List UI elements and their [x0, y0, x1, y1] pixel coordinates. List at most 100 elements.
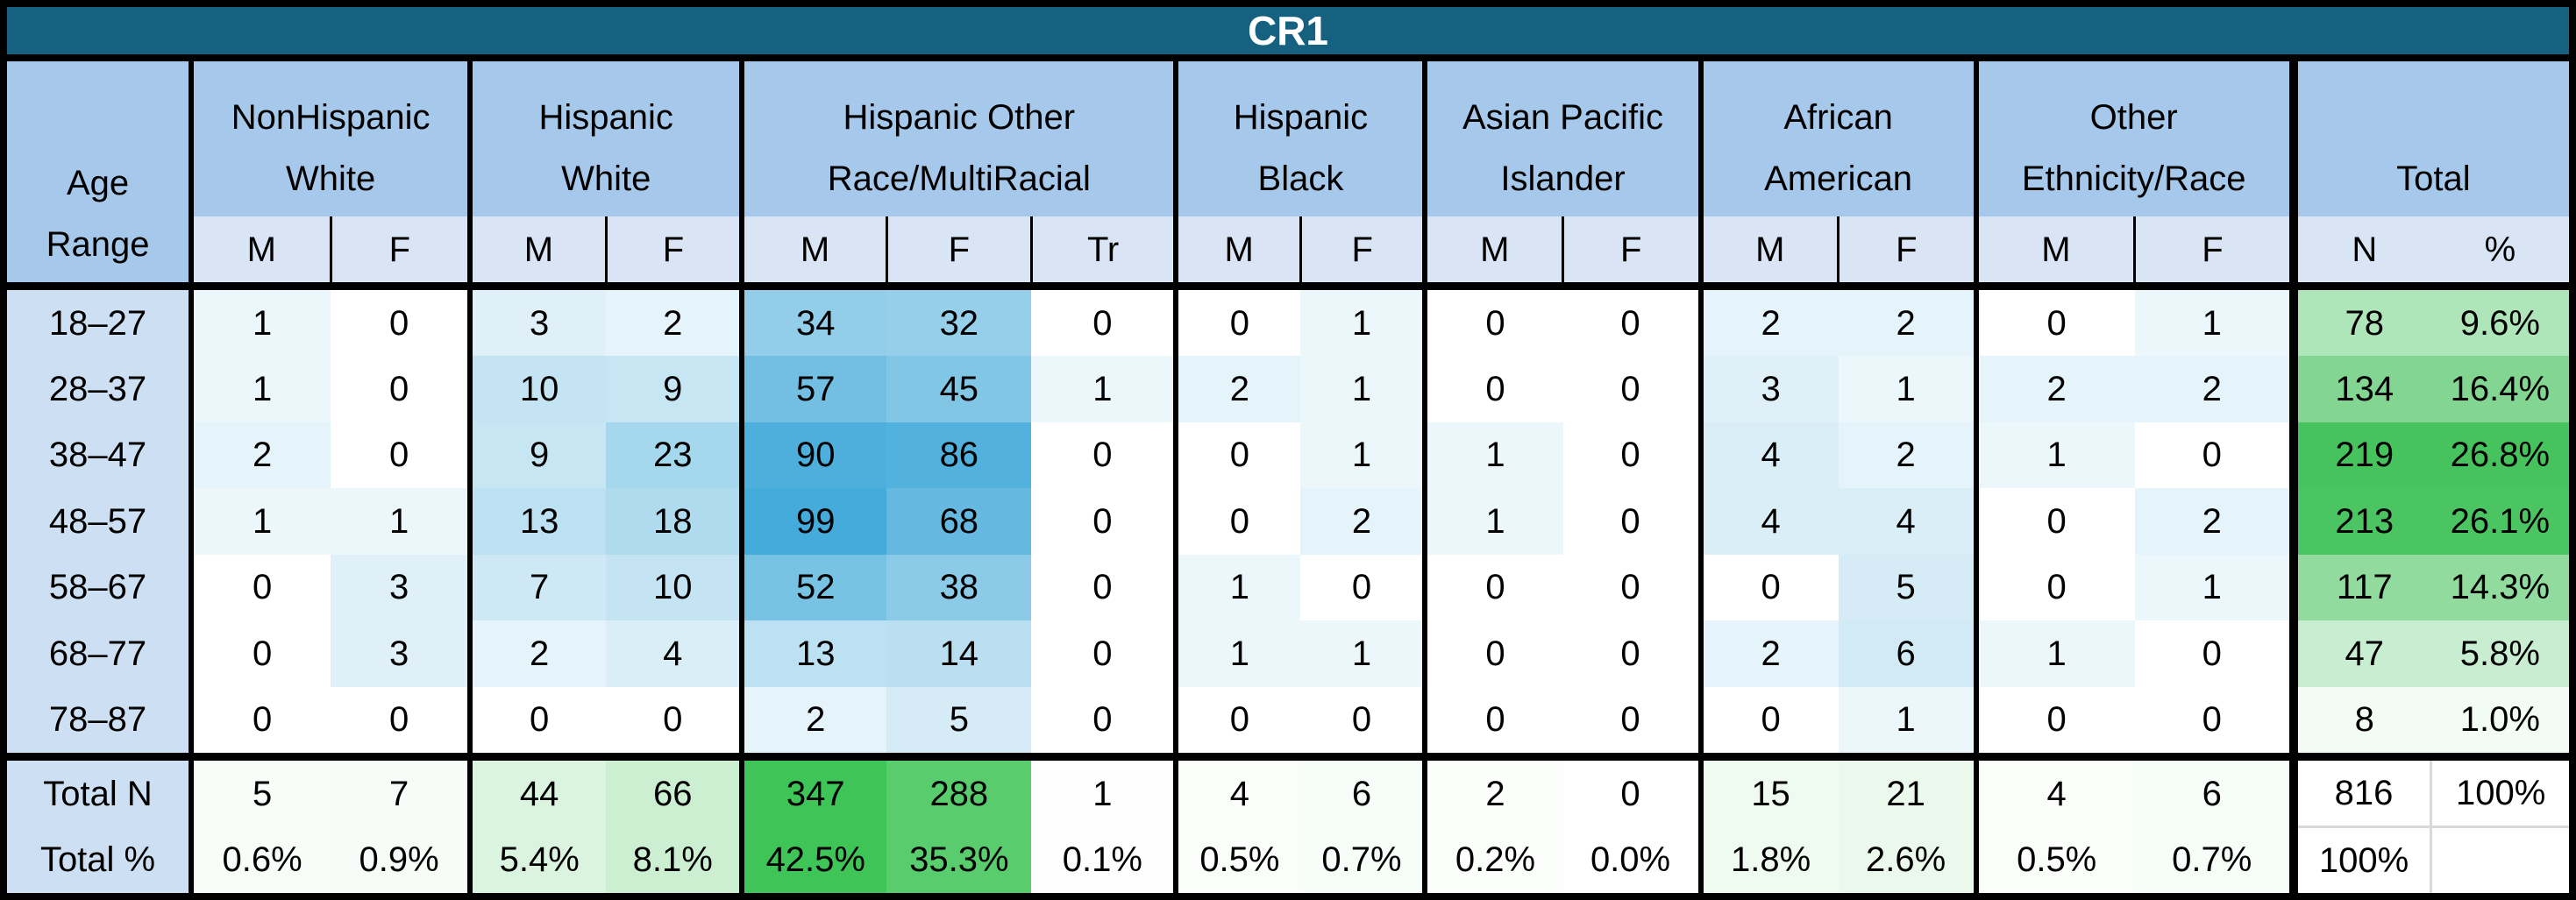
- data-cell: 2: [1300, 488, 1426, 555]
- column-total-pct-cell: 0.6%: [189, 826, 331, 893]
- col-group-header-total: Total: [2288, 58, 2569, 217]
- column-total-n-cell: 0: [1562, 752, 1701, 827]
- data-cell: 0: [1173, 286, 1301, 357]
- subcol-header-m: M: [1697, 216, 1839, 290]
- data-cell: 13: [739, 620, 887, 687]
- data-cell: 1: [1422, 422, 1563, 489]
- data-cell: 0: [1973, 488, 2135, 555]
- column-total-pct-cell: 42.5%: [739, 826, 887, 893]
- age-row-header: 18–27: [7, 286, 192, 357]
- subcol-header-f: F: [2133, 216, 2294, 290]
- group-header-line2: White: [561, 159, 651, 199]
- total-pct-label: Total %: [7, 826, 192, 893]
- data-cell: 1: [331, 488, 471, 555]
- subcol-header-f: F: [885, 216, 1032, 290]
- data-cell: 0: [1031, 488, 1177, 555]
- column-total-pct-cell: 0.0%: [1562, 826, 1701, 893]
- column-total-pct-cell: 5.4%: [467, 826, 607, 893]
- column-total-n-cell: 347: [739, 752, 887, 827]
- subcol-header-f: F: [1837, 216, 1976, 290]
- group-header-line1: Asian Pacific: [1462, 98, 1663, 138]
- data-cell: 18: [606, 488, 743, 555]
- col-group-header-american: African American: [1697, 58, 1976, 217]
- data-cell: 2: [1173, 356, 1301, 422]
- data-cell: 0: [1173, 686, 1301, 757]
- data-cell: 0: [1300, 686, 1426, 757]
- column-total-n-cell: 1: [1031, 752, 1177, 827]
- subcol-header-f: F: [1299, 216, 1426, 290]
- data-cell: 1: [1031, 356, 1177, 422]
- data-cell: 2: [606, 286, 743, 357]
- column-total-pct-cell: 2.6%: [1838, 826, 1976, 893]
- subcol-header-m: M: [189, 216, 331, 290]
- data-cell: 32: [886, 286, 1032, 357]
- data-cell: 0: [1562, 286, 1701, 357]
- column-total-n-cell: 66: [606, 752, 743, 827]
- data-cell: 0: [331, 286, 471, 357]
- data-cell: 1: [1173, 620, 1301, 687]
- subcol-header-tr: Tr: [1029, 216, 1177, 290]
- col-group-header-ethnicity-race: Other Ethnicity/Race: [1973, 58, 2294, 217]
- data-cell: 90: [739, 422, 887, 489]
- data-cell: 1: [1422, 488, 1563, 555]
- data-cell: 1: [1300, 286, 1426, 357]
- data-cell: 2: [1973, 356, 2135, 422]
- table-row: 58–67 0 3 7 10 52 38 0 1 0 0 0 0 5 0 1 117 14.3%: [7, 554, 2569, 621]
- data-cell: 3: [1697, 356, 1839, 422]
- row-total-pct-cell: 16.4%: [2430, 356, 2569, 422]
- data-cell: 0: [331, 356, 471, 422]
- column-total-n-cell: 4: [1973, 752, 2135, 827]
- subcol-header-f: F: [329, 216, 471, 290]
- group-header-lines: Asian Pacific Islander: [1430, 61, 1697, 216]
- data-cell: 0: [1422, 686, 1563, 757]
- column-total-n-cell: 5: [189, 752, 331, 827]
- data-cell: 0: [2134, 686, 2294, 757]
- cr1-table: CR1 Age Range NonHispanic White Hispanic Whit…: [7, 7, 2569, 893]
- data-cell: 1: [2134, 286, 2294, 357]
- subcol-header-m: M: [1422, 216, 1563, 290]
- column-total-pct-cell: 1.8%: [1697, 826, 1839, 893]
- table-row: 38–47 2 0 9 23 90 86 0 0 1 1 0 4 2 1 0 219 26.8%: [7, 422, 2569, 489]
- grand-total-n-cell: 816: [2288, 752, 2431, 827]
- age-row-header: 68–77: [7, 620, 192, 687]
- data-cell: 0: [1562, 686, 1701, 757]
- group-header-lines: Hispanic Black: [1181, 61, 1422, 216]
- data-cell: 4: [606, 620, 743, 687]
- data-cell: 99: [739, 488, 887, 555]
- table-row: 28–37 1 0 10 9 57 45 1 2 1 0 0 3 1 2 2 134 16.4%: [7, 356, 2569, 422]
- data-cell: 13: [467, 488, 607, 555]
- data-cell: 0: [1562, 620, 1701, 687]
- data-cell: 0: [1422, 554, 1563, 621]
- col-group-header-black: Hispanic Black: [1173, 58, 1426, 217]
- age-row-header: 48–57: [7, 488, 192, 555]
- age-header-line2: Range: [46, 224, 150, 264]
- data-cell: 2: [1697, 286, 1839, 357]
- data-cell: 9: [467, 422, 607, 489]
- column-total-n-cell: 288: [886, 752, 1032, 827]
- data-cell: 4: [1697, 488, 1839, 555]
- data-cell: 4: [1697, 422, 1839, 489]
- col-group-header-race-multiracial: Hispanic Other Race/MultiRacial: [739, 58, 1177, 217]
- data-cell: 10: [467, 356, 607, 422]
- group-header-line2: Black: [1257, 159, 1344, 199]
- row-total-pct-cell: 14.3%: [2430, 554, 2569, 621]
- data-cell: 2: [2134, 488, 2294, 555]
- data-cell: 0: [1422, 286, 1563, 357]
- column-total-pct-cell: 0.7%: [1300, 826, 1426, 893]
- col-group-header-white: Hispanic White: [467, 58, 743, 217]
- col-group-header-islander: Asian Pacific Islander: [1422, 58, 1701, 217]
- age-row-header: 58–67: [7, 554, 192, 621]
- subcol-header-m: M: [1173, 216, 1301, 290]
- column-total-pct-cell: 0.2%: [1422, 826, 1563, 893]
- data-cell: 4: [1838, 488, 1976, 555]
- data-cell: 1: [1973, 422, 2135, 489]
- group-header-line2: Race/MultiRacial: [827, 159, 1091, 199]
- group-header-line1: Hispanic: [538, 98, 673, 138]
- column-total-n-cell: 2: [1422, 752, 1563, 827]
- data-cell: 1: [189, 356, 331, 422]
- data-cell: 3: [331, 620, 471, 687]
- column-total-n-cell: 44: [467, 752, 607, 827]
- data-cell: 0: [606, 686, 743, 757]
- column-total-n-cell: 6: [2134, 752, 2294, 827]
- group-header-line2: Islander: [1500, 159, 1626, 199]
